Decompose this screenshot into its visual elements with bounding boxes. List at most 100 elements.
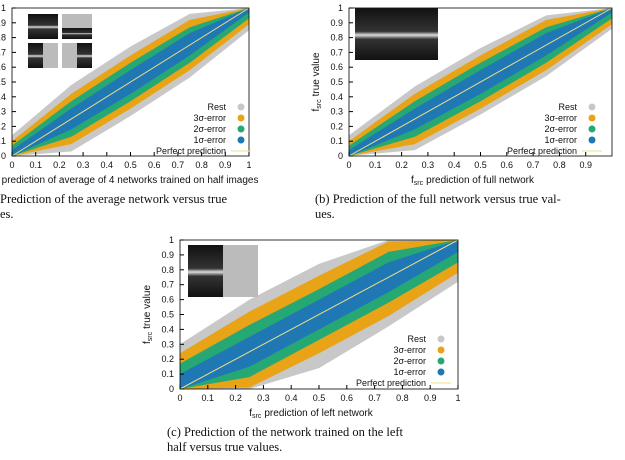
xlabel-label: fsrc prediction of left network xyxy=(249,408,374,420)
x-tick-label: 0.8 xyxy=(195,160,208,170)
legend-swatch xyxy=(588,114,596,122)
xlabel-label: fsrc prediction of full network xyxy=(411,175,535,187)
y-tick-label: 0.1 xyxy=(0,136,6,146)
y-tick-label: 0.5 xyxy=(0,77,6,87)
y-tick-label: 0.8 xyxy=(161,265,174,275)
y-tick-label: 0.1 xyxy=(330,136,343,146)
legend-label: Perfect prediction xyxy=(356,378,426,388)
legend-label: 2σ-error xyxy=(193,124,226,134)
caption: ues. xyxy=(315,207,335,221)
x-tick-label: 0.7 xyxy=(368,393,381,403)
x-tick-label: 0 xyxy=(346,160,351,170)
y-tick-label: 0.6 xyxy=(0,62,6,72)
legend-label: 1σ-error xyxy=(544,135,577,145)
legend-swatch xyxy=(237,103,245,111)
x-tick-label: 1 xyxy=(455,393,460,403)
x-tick-label: 0 xyxy=(177,393,182,403)
x-tick-label: 1 xyxy=(246,160,251,170)
legend-label: 3σ-error xyxy=(393,345,426,355)
legend-label: 2σ-error xyxy=(544,124,577,134)
xlabel-text: prediction of average of 4 networks trai… xyxy=(2,175,259,186)
y-tick-label: 0 xyxy=(338,151,343,161)
legend-label: 3σ-error xyxy=(544,113,577,123)
x-tick-label: 0.7 xyxy=(172,160,185,170)
x-tick-label: 0.9 xyxy=(219,160,232,170)
y-tick-label: 0.2 xyxy=(161,354,174,364)
y-tick-label: 0.2 xyxy=(330,121,343,131)
ylabel-text: true value xyxy=(311,52,322,96)
xlabel-sub: src xyxy=(252,413,262,420)
x-tick-label: 0.7 xyxy=(527,160,540,170)
y-tick-label: 1 xyxy=(169,235,174,245)
y-tick-label: 0.3 xyxy=(161,339,174,349)
y-tick-label: 0.7 xyxy=(161,280,174,290)
x-tick-label: 0.8 xyxy=(553,160,566,170)
y-tick-label: 0.4 xyxy=(0,92,6,102)
legend-swatch xyxy=(588,103,596,111)
legend-label: Rest xyxy=(558,102,577,112)
y-tick-label: 0 xyxy=(1,151,6,161)
x-tick-label: 0.3 xyxy=(257,393,270,403)
legend-swatch xyxy=(588,125,596,133)
y-tick-label: 0.8 xyxy=(330,33,343,43)
plots: 0 0.1 0.2 0.3 0.4 0.5 0.6 0.7 0.8 0.9 1 0 0.1 0.2 0.3 0… xyxy=(0,3,613,454)
ylabel-var: f xyxy=(311,109,322,112)
x-tick-label: 0.4 xyxy=(448,160,461,170)
x-tick-label: 0.4 xyxy=(285,393,298,403)
y-tick-label: 0.3 xyxy=(0,107,6,117)
legend-swatch xyxy=(237,136,245,144)
y-tick-label: 0.1 xyxy=(161,369,174,379)
legend-swatch xyxy=(437,335,445,343)
x-tick-label: 0.5 xyxy=(474,160,487,170)
inset-c xyxy=(188,245,258,297)
ylabel-sub: src xyxy=(147,331,154,341)
caption: es. xyxy=(0,207,14,221)
y-tick-label: 0.7 xyxy=(0,47,6,57)
y-tick-label: 0.9 xyxy=(161,250,174,260)
y-tick-label: 0.2 xyxy=(0,121,6,131)
inset-b xyxy=(355,8,438,60)
x-tick-label: 0.9 xyxy=(579,160,592,170)
legend-label: 2σ-error xyxy=(393,356,426,366)
y-tick-label: 0.6 xyxy=(330,62,343,72)
legend-swatch xyxy=(237,125,245,133)
y-tick-label: 0.4 xyxy=(161,324,174,334)
ylabel-label: fsrc true value xyxy=(311,52,323,111)
y-tick-label: 0.4 xyxy=(330,92,343,102)
caption: (b) Prediction of the full network versu… xyxy=(315,192,561,206)
y-tick-label: 0 xyxy=(169,384,174,394)
inset-a xyxy=(28,14,92,68)
perfect-line xyxy=(348,7,613,157)
x-tick-label: 0.6 xyxy=(501,160,514,170)
x-tick-label: 0.4 xyxy=(101,160,114,170)
legend-label: 1σ-error xyxy=(193,135,226,145)
x-tick-label: 0.2 xyxy=(395,160,408,170)
ylabel-label: fsrc true value xyxy=(142,285,154,344)
xlabel-var: f xyxy=(249,408,252,419)
y-tick-label: 1 xyxy=(1,3,6,13)
legend-swatch xyxy=(437,368,445,376)
legend-label: 1σ-error xyxy=(393,367,426,377)
y-tick-label: 0.3 xyxy=(330,107,343,117)
x-tick-label: 0.2 xyxy=(53,160,66,170)
x-tick-label: 0.8 xyxy=(396,393,409,403)
legend-swatch xyxy=(237,114,245,122)
legend-label: Rest xyxy=(407,334,426,344)
x-tick-label: 0.5 xyxy=(313,393,326,403)
legend-swatch xyxy=(588,136,596,144)
caption: (c) Prediction of the network trained on… xyxy=(167,425,404,439)
x-tick-label: 0.6 xyxy=(341,393,354,403)
caption: half versus true values. xyxy=(167,440,282,454)
y-tick-label: 0.9 xyxy=(330,18,343,28)
ylabel-text: true value xyxy=(142,285,153,329)
y-tick-label: 1 xyxy=(338,3,343,13)
ylabel-var: f xyxy=(142,341,153,344)
ylabel-sub: src xyxy=(316,99,323,109)
caption: Prediction of the average network versus… xyxy=(0,192,227,206)
x-tick-label: 0.1 xyxy=(202,393,215,403)
y-tick-label: 0.5 xyxy=(161,310,174,320)
x-tick-label: 0.3 xyxy=(77,160,90,170)
legend-swatch xyxy=(437,357,445,365)
